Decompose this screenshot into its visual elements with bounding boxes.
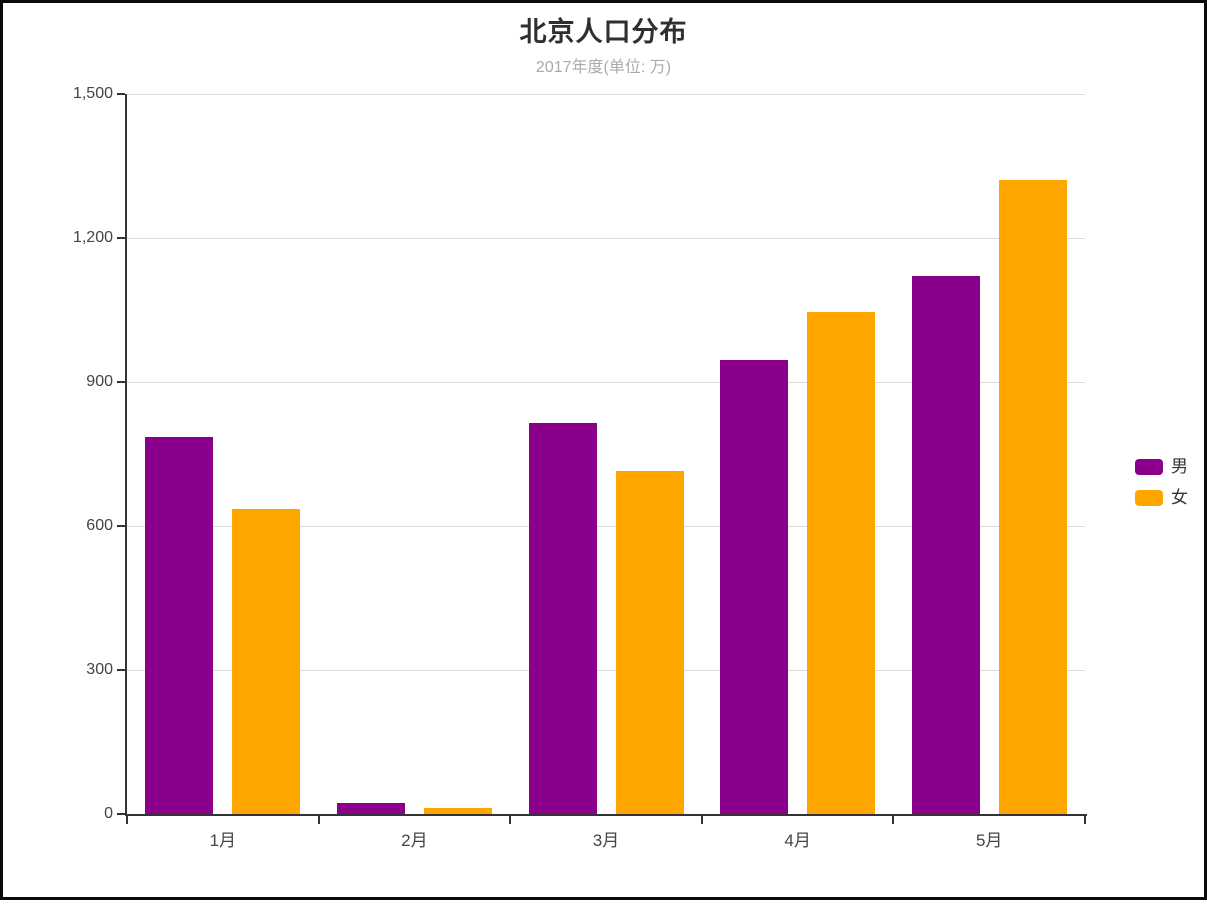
bar-男-3月[interactable] bbox=[528, 422, 597, 814]
x-axis-tick-2 bbox=[509, 816, 512, 824]
gridline-900 bbox=[127, 381, 1085, 383]
y-axis-label-300: 300 bbox=[86, 661, 113, 678]
y-axis-line bbox=[125, 94, 127, 816]
chart-subtitle: 2017年度(单位: 万) bbox=[535, 59, 672, 76]
y-axis-tick-1500 bbox=[117, 93, 125, 95]
legend-item-male[interactable]: 男 bbox=[1135, 458, 1188, 476]
y-axis-label-900: 900 bbox=[86, 373, 113, 390]
legend: 男 女 bbox=[1135, 458, 1188, 520]
legend-swatch-male bbox=[1135, 459, 1163, 475]
x-axis-line bbox=[125, 814, 1087, 816]
y-axis-label-1500: 1,500 bbox=[72, 85, 113, 102]
y-axis-label-600: 600 bbox=[86, 517, 113, 534]
legend-label-male: 男 bbox=[1171, 457, 1188, 476]
chart-title: 北京人口分布 bbox=[519, 17, 688, 47]
y-axis-tick-600 bbox=[117, 525, 125, 527]
y-axis-tick-900 bbox=[117, 381, 125, 383]
x-axis-label-2月: 2月 bbox=[401, 831, 428, 850]
x-axis-tick-5 bbox=[1084, 816, 1086, 824]
x-axis-label-5月: 5月 bbox=[975, 831, 1003, 850]
bar-男-2月[interactable] bbox=[336, 802, 405, 814]
x-axis-tick-0 bbox=[126, 816, 128, 824]
x-axis-tick-3 bbox=[700, 816, 703, 824]
y-axis-label-0: 0 bbox=[104, 805, 113, 822]
bar-女-1月[interactable] bbox=[232, 509, 301, 814]
y-axis-tick-300 bbox=[117, 669, 125, 671]
y-axis-tick-1200 bbox=[117, 237, 125, 239]
bar-男-1月[interactable] bbox=[145, 437, 214, 814]
bar-女-5月[interactable] bbox=[998, 180, 1067, 814]
bar-女-3月[interactable] bbox=[615, 470, 684, 814]
gridline-600 bbox=[127, 525, 1085, 527]
bar-女-2月[interactable] bbox=[423, 808, 492, 814]
gridline-1200 bbox=[127, 237, 1085, 239]
gridline-300 bbox=[127, 669, 1085, 671]
x-axis-tick-4 bbox=[892, 816, 895, 824]
y-axis-tick-0 bbox=[117, 813, 125, 815]
legend-item-female[interactable]: 女 bbox=[1135, 489, 1188, 507]
plot-area: 0 300 600 900 1,200 1,500 1月 2月 3月 4月 5月 bbox=[73, 85, 1087, 850]
y-axis-label-1200: 1,200 bbox=[72, 229, 113, 246]
bar-男-4月[interactable] bbox=[720, 360, 789, 814]
x-axis-label-1月: 1月 bbox=[209, 831, 237, 850]
bar-男-5月[interactable] bbox=[911, 276, 980, 814]
legend-label-female: 女 bbox=[1171, 488, 1188, 507]
legend-swatch-female bbox=[1135, 490, 1163, 506]
gridline-1500 bbox=[127, 93, 1085, 95]
x-axis-label-4月: 4月 bbox=[784, 831, 811, 850]
bar-女-4月[interactable] bbox=[807, 312, 876, 814]
x-axis-label-3月: 3月 bbox=[592, 831, 620, 850]
x-axis-tick-1 bbox=[317, 816, 320, 824]
